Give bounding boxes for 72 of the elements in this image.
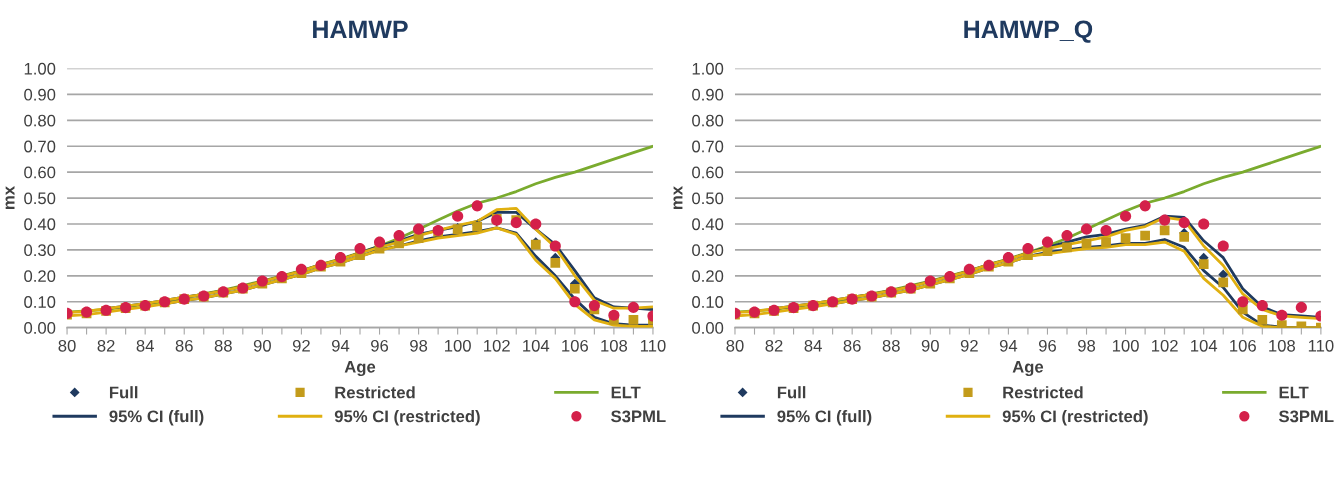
x-tick-label: 82 bbox=[765, 339, 783, 352]
x-tick-label: 90 bbox=[921, 339, 939, 352]
legend-label: Full bbox=[777, 386, 806, 399]
x-tick-label: 106 bbox=[1230, 339, 1256, 352]
x-tick-label: 96 bbox=[1038, 339, 1056, 352]
legend-label: S3PML bbox=[1278, 410, 1334, 423]
x-tick-label: 106 bbox=[562, 339, 589, 352]
x-tick-label: 92 bbox=[292, 339, 310, 352]
y-tick-label: 0.90 bbox=[692, 88, 724, 101]
chart-title: HAMWP bbox=[313, 20, 408, 38]
x-tick-label: 100 bbox=[445, 339, 471, 352]
legend-label: ELT bbox=[1279, 386, 1309, 399]
y-tick-label: 0.90 bbox=[24, 88, 56, 101]
x-tick-label: 104 bbox=[523, 339, 550, 352]
legend-label: S3PML bbox=[611, 410, 666, 423]
x-tick-label: 90 bbox=[253, 339, 271, 352]
legend-label: Full bbox=[109, 386, 138, 399]
x-tick-label: 102 bbox=[484, 339, 510, 352]
y-axis-title: mx bbox=[5, 186, 15, 209]
x-tick-label: 94 bbox=[999, 339, 1018, 352]
y-tick-label: 0.80 bbox=[24, 114, 56, 127]
x-tick-label: 88 bbox=[882, 339, 900, 352]
legend-label: 95% CI (restricted) bbox=[334, 410, 480, 426]
x-tick-label: 86 bbox=[843, 339, 861, 352]
x-tick-label: 98 bbox=[1078, 339, 1096, 352]
y-tick-label: 0.50 bbox=[692, 192, 724, 205]
x-tick-label: 88 bbox=[214, 339, 232, 352]
x-tick-label: 80 bbox=[58, 339, 76, 352]
y-tick-label: 0.30 bbox=[24, 244, 56, 257]
x-tick-label: 84 bbox=[136, 339, 154, 352]
legend-label: Restricted bbox=[335, 386, 415, 399]
legend-label: Restricted bbox=[1003, 386, 1083, 399]
y-tick-label: 0.00 bbox=[24, 322, 56, 334]
y-tick-label: 1.00 bbox=[24, 62, 56, 75]
x-tick-label: 104 bbox=[1191, 339, 1218, 352]
legend-label: 95% CI (full) bbox=[109, 410, 204, 426]
y-tick-label: 0.00 bbox=[692, 322, 724, 334]
y-tick-label: 0.50 bbox=[24, 192, 56, 205]
x-tick-label: 108 bbox=[601, 339, 628, 352]
y-tick-label: 0.10 bbox=[692, 296, 724, 308]
y-tick-label: 0.20 bbox=[692, 270, 724, 282]
x-tick-label: 108 bbox=[1269, 339, 1296, 352]
x-tick-label: 86 bbox=[175, 339, 193, 352]
x-tick-label: 102 bbox=[1152, 339, 1178, 352]
y-tick-label: 0.70 bbox=[24, 140, 56, 153]
x-tick-label: 94 bbox=[331, 339, 350, 352]
y-tick-label: 0.60 bbox=[692, 166, 724, 179]
y-tick-label: 1.00 bbox=[692, 62, 724, 75]
x-tick-label: 84 bbox=[804, 339, 822, 352]
y-tick-label: 0.30 bbox=[692, 244, 724, 257]
y-tick-label: 0.20 bbox=[24, 270, 56, 282]
x-tick-label: 82 bbox=[97, 339, 115, 352]
y-tick-label: 0.40 bbox=[692, 218, 724, 231]
y-tick-label: 0.80 bbox=[692, 114, 724, 127]
x-tick-label: 96 bbox=[371, 339, 389, 352]
x-tick-label: 80 bbox=[726, 339, 744, 352]
legend-label: ELT bbox=[611, 386, 641, 399]
x-tick-label: 100 bbox=[1112, 339, 1139, 352]
y-tick-label: 0.10 bbox=[24, 296, 56, 308]
chart-title: HAMWP_Q bbox=[964, 20, 1093, 43]
x-axis-title: Age bbox=[344, 361, 376, 377]
x-tick-label: 98 bbox=[410, 339, 428, 352]
x-axis-title: Age bbox=[1012, 361, 1044, 377]
x-tick-label: 92 bbox=[960, 339, 978, 352]
legend-label: 95% CI (full) bbox=[777, 410, 872, 426]
y-tick-label: 0.70 bbox=[692, 140, 724, 153]
y-axis-title: mx bbox=[673, 186, 683, 209]
y-tick-label: 0.40 bbox=[24, 218, 56, 231]
x-tick-label: 110 bbox=[1308, 339, 1334, 352]
y-tick-label: 0.60 bbox=[24, 166, 56, 179]
legend-label: 95% CI (restricted) bbox=[1002, 410, 1148, 426]
x-tick-label: 110 bbox=[640, 339, 666, 352]
